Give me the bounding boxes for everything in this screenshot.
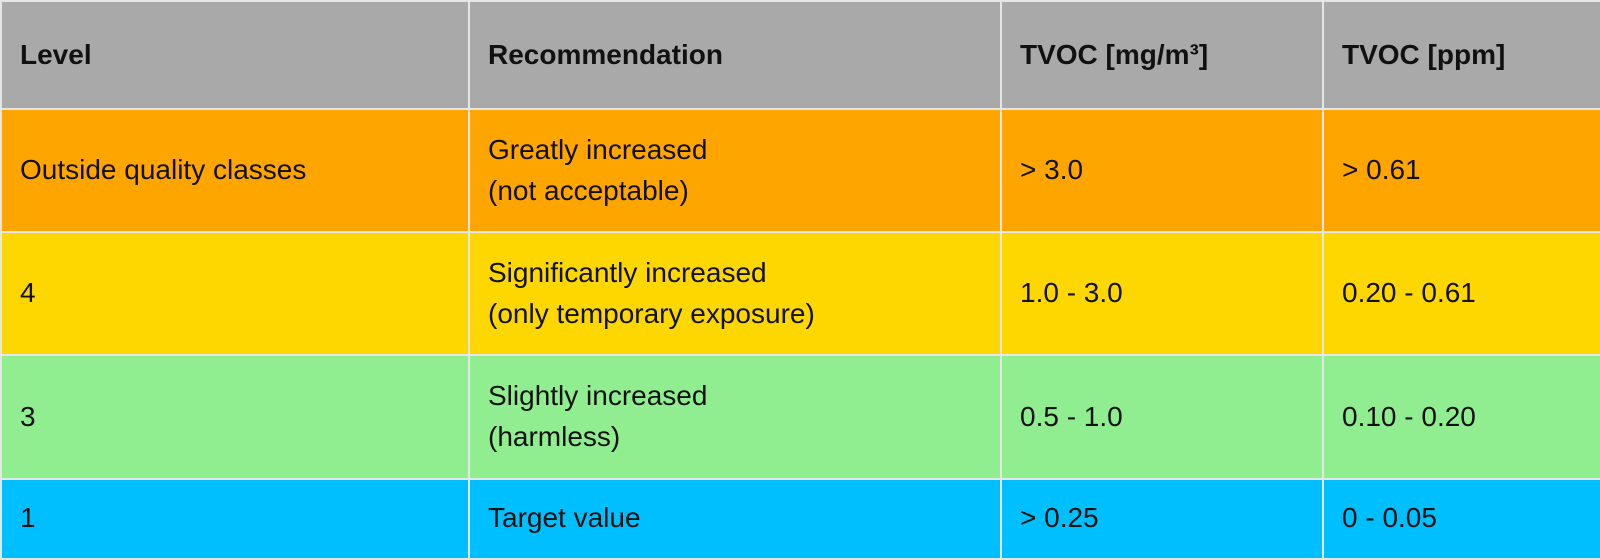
table-cell: > 0.25 xyxy=(1000,477,1324,560)
table-row: 4 Significantly increased (only temporary … xyxy=(0,231,1600,357)
header-cell: TVOC [mg/m³] xyxy=(1000,0,1324,110)
table-cell: > 0.61 xyxy=(1322,107,1600,234)
table-cell: Outside quality classes xyxy=(0,107,470,234)
table-cell: Greatly increased (not acceptable) xyxy=(468,107,1002,234)
table-cell: 1.0 - 3.0 xyxy=(1000,231,1324,357)
table-cell: 3 xyxy=(0,354,470,480)
table-row: 1 Target value > 0.25 0 - 0.05 xyxy=(0,477,1600,560)
header-cell: TVOC [ppm] xyxy=(1322,0,1600,110)
table-cell: 4 xyxy=(0,231,470,357)
table-row: 3 Slightly increased (harmless) 0.5 - 1.0 0.… xyxy=(0,354,1600,480)
header-cell: Level xyxy=(0,0,470,110)
table-row: Outside quality classes Greatly increased… xyxy=(0,107,1600,234)
table-cell: 0.20 - 0.61 xyxy=(1322,231,1600,357)
table-cell: 0.10 - 0.20 xyxy=(1322,354,1600,480)
header-row: Level Recommendation TVOC [mg/m³] TVOC [ppm… xyxy=(0,0,1600,110)
cell-line: Significantly increased xyxy=(488,257,767,289)
cell-line: Greatly increased xyxy=(488,134,708,165)
cell-line: (harmless) xyxy=(488,420,621,452)
header-cell: Recommendation xyxy=(468,0,1002,110)
table-cell: > 3.0 xyxy=(1000,107,1324,234)
table-cell: 0.5 - 1.0 xyxy=(1000,354,1324,480)
cell-line: (not acceptable) xyxy=(488,174,689,206)
table-cell: Target value xyxy=(468,477,1002,560)
cell-line: (only temporary exposure) xyxy=(488,297,815,329)
table-cell: 0 - 0.05 xyxy=(1322,477,1600,560)
table-cell: Significantly increased (only temporary e… xyxy=(468,231,1002,357)
cell-line: Slightly increased xyxy=(488,380,708,412)
table-cell: 1 xyxy=(0,477,470,560)
table-cell: Slightly increased (harmless) xyxy=(468,354,1002,480)
